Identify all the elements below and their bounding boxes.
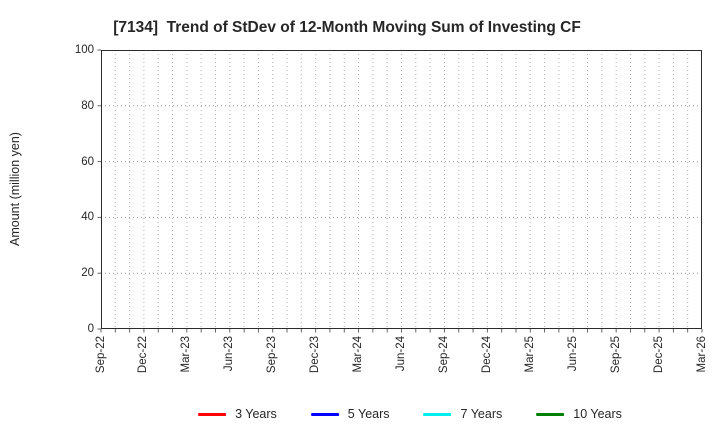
- legend-line-swatch: [423, 412, 452, 416]
- legend-item: 3 Years: [198, 407, 277, 421]
- y-axis-label: Amount (million yen): [8, 132, 22, 246]
- x-tick-label: Mar-24: [352, 336, 365, 373]
- x-tick-label: Jun-25: [566, 336, 579, 372]
- x-tick-label: Jun-23: [223, 336, 236, 372]
- y-tick-label: 40: [81, 211, 94, 224]
- axes-frame: [101, 50, 702, 329]
- legend-line-swatch: [536, 412, 565, 416]
- x-tick-label: Jun-24: [395, 336, 407, 372]
- x-tick-label: Dec-22: [137, 336, 150, 374]
- legend-label: 3 Years: [235, 407, 277, 421]
- plot-grid: [97, 49, 703, 333]
- legend: 3 Years 5 Years 7 Years 10 Years: [198, 407, 622, 421]
- x-tick-label: Sep-23: [266, 336, 279, 374]
- x-tick-label: Dec-24: [480, 336, 493, 374]
- y-tick-label: 60: [81, 155, 94, 168]
- legend-label: 7 Years: [460, 407, 503, 421]
- legend-label: 5 Years: [347, 407, 390, 421]
- legend-label: 10 Years: [573, 407, 622, 421]
- x-tick-label: Dec-25: [652, 336, 665, 374]
- x-tick-label: Sep-22: [94, 336, 107, 374]
- x-tick-label: Mar-26: [695, 336, 708, 373]
- x-tick-label: Sep-24: [437, 336, 450, 374]
- x-tick-label: Sep-25: [609, 336, 622, 374]
- y-tick-label: 0: [87, 323, 94, 335]
- legend-item: 7 Years: [423, 407, 503, 421]
- legend-item: 10 Years: [536, 407, 622, 421]
- legend-item: 5 Years: [310, 407, 390, 421]
- x-tick-label: Mar-23: [180, 336, 193, 373]
- legend-line-swatch: [198, 412, 227, 416]
- chart-title: [7134] Trend of StDev of 12-Month Moving…: [113, 19, 581, 36]
- y-tick-label: 100: [74, 44, 94, 56]
- legend-line-swatch: [310, 412, 339, 416]
- x-tick-label: Dec-23: [309, 336, 322, 374]
- y-tick-label: 80: [81, 99, 94, 112]
- plot-area: [97, 49, 703, 333]
- y-tick-label: 20: [81, 267, 94, 280]
- x-tick-label: Mar-25: [523, 336, 536, 373]
